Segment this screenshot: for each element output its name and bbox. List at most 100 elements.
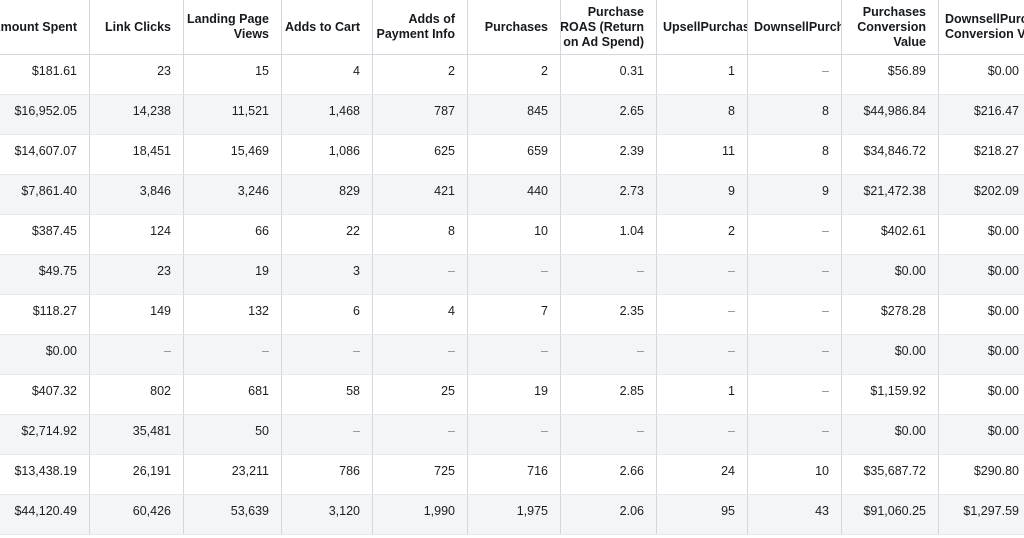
cell-purchase-roas: – [560, 415, 656, 454]
cell-downsell-purchases: 8 [747, 135, 841, 174]
cell-upsell-purchases: – [656, 335, 747, 374]
cell-purchases: 440 [467, 175, 560, 214]
table-row: $0.00– – – – – – – – $0.00 $0.00 [0, 335, 1024, 375]
cell-downsell-conversion-value: $0.00 [938, 55, 1024, 94]
cell-upsell-purchases: 8 [656, 95, 747, 134]
cell-upsell-purchases: 1 [656, 375, 747, 414]
cell-landing-page-views: 50 [183, 415, 281, 454]
cell-landing-page-views: 11,521 [183, 95, 281, 134]
column-header-label: DownsellPurch [754, 19, 841, 34]
cell-link-clicks: 23 [89, 255, 183, 294]
column-header-downsell-purchases[interactable]: DownsellPurch [747, 0, 841, 54]
cell-adds-of-payment-info: 787 [372, 95, 467, 134]
cell-purchase-roas: 2.66 [560, 455, 656, 494]
cell-downsell-purchases: – [747, 255, 841, 294]
column-header-adds-to-cart[interactable]: Adds to Cart [281, 0, 372, 54]
cell-upsell-purchases: 2 [656, 215, 747, 254]
cell-purchases: 1,975 [467, 495, 560, 534]
table-row: $181.61 23 15 4 2 2 0.31 1– $56.89 $0.00 [0, 55, 1024, 95]
cell-upsell-purchases: 1 [656, 55, 747, 94]
cell-adds-to-cart: – [281, 415, 372, 454]
column-header-downsell-conversion-value[interactable]: DownsellPurch Conversion Va [938, 0, 1024, 54]
cell-adds-to-cart: 3,120 [281, 495, 372, 534]
cell-purchases-conversion-value: $56.89 [841, 55, 938, 94]
cell-purchases: 716 [467, 455, 560, 494]
cell-amount-spent: $118.27 [32, 304, 77, 318]
cell-adds-to-cart: 1,468 [281, 95, 372, 134]
cell-purchases: – [467, 415, 560, 454]
cell-purchases: 10 [467, 215, 560, 254]
cell-amount-spent: $44,120.49 [14, 504, 77, 518]
column-header-label: Amount Spent [0, 19, 77, 34]
cell-adds-of-payment-info: – [372, 415, 467, 454]
cell-downsell-conversion-value: $0.00 [938, 375, 1024, 414]
cell-amount-spent: $13,438.19 [14, 464, 77, 478]
cell-adds-of-payment-info: 2 [372, 55, 467, 94]
cell-purchases-conversion-value: $21,472.38 [841, 175, 938, 214]
cell-landing-page-views: 15 [183, 55, 281, 94]
column-header-label: Adds to Cart [285, 19, 360, 34]
table-body: $181.61 23 15 4 2 2 0.31 1– $56.89 $0.00 $16,952.0… [0, 55, 1024, 535]
cell-downsell-conversion-value: $218.27 [938, 135, 1024, 174]
column-header-purchases[interactable]: Purchases [467, 0, 560, 54]
cell-adds-of-payment-info: 1,990 [372, 495, 467, 534]
cell-adds-of-payment-info: 25 [372, 375, 467, 414]
table-row: $13,438.19 26,191 23,211 786 725 716 2.66 24 10 $… [0, 455, 1024, 495]
cell-downsell-purchases: – [747, 335, 841, 374]
cell-adds-to-cart: 1,086 [281, 135, 372, 174]
table-row: $49.75 23 19 3– – – – – $0.00 $0.00 [0, 255, 1024, 295]
cell-downsell-conversion-value: $290.80 [938, 455, 1024, 494]
table-header-row: Amount Spent Link Clicks Landing Page View… [0, 0, 1024, 55]
cell-downsell-conversion-value: $0.00 [938, 295, 1024, 334]
cell-upsell-purchases: 95 [656, 495, 747, 534]
cell-purchases-conversion-value: $0.00 [841, 335, 938, 374]
column-header-label: UpsellPurchas [663, 19, 747, 34]
column-header-label: Link Clicks [105, 19, 171, 34]
column-header-landing-page-views[interactable]: Landing Page Views [183, 0, 281, 54]
cell-downsell-purchases: – [747, 215, 841, 254]
cell-amount-spent: $181.61 [31, 64, 77, 78]
cell-purchase-roas: 1.04 [560, 215, 656, 254]
column-header-upsell-purchases[interactable]: UpsellPurchas [656, 0, 747, 54]
cell-downsell-conversion-value: $0.00 [938, 335, 1024, 374]
cell-amount-spent: $7,861.40 [21, 184, 77, 198]
cell-amount-spent: $49.75 [38, 264, 77, 278]
column-header-adds-of-payment-info[interactable]: Adds of Payment Info [372, 0, 467, 54]
cell-downsell-purchases: 9 [747, 175, 841, 214]
cell-purchase-roas: 2.06 [560, 495, 656, 534]
cell-purchases-conversion-value: $91,060.25 [841, 495, 938, 534]
column-header-purchases-conversion-value[interactable]: Purchases Conversion Value [841, 0, 938, 54]
column-header-purchase-roas[interactable]: Purchase ROAS (Return on Ad Spend) [560, 0, 656, 54]
cell-adds-of-payment-info: 4 [372, 295, 467, 334]
cell-downsell-purchases: – [747, 55, 841, 94]
cell-purchases: – [467, 335, 560, 374]
cell-landing-page-views: 23,211 [183, 455, 281, 494]
column-header-label: Adds of Payment Info [376, 12, 456, 41]
column-header-link-clicks[interactable]: Link Clicks [89, 0, 183, 54]
cell-downsell-purchases: – [747, 295, 841, 334]
cell-downsell-conversion-value: $202.09 [938, 175, 1024, 214]
cell-link-clicks: 26,191 [89, 455, 183, 494]
cell-link-clicks: 124 [89, 215, 183, 254]
cell-link-clicks: – [89, 335, 183, 374]
cell-downsell-purchases: 10 [747, 455, 841, 494]
cell-purchases-conversion-value: $0.00 [841, 255, 938, 294]
table-row: $14,607.07 18,451 15,469 1,086 625 659 2.39 11 8… [0, 135, 1024, 175]
cell-amount-spent: $407.32 [31, 384, 77, 398]
cell-purchases: 659 [467, 135, 560, 174]
cell-adds-to-cart: 3 [281, 255, 372, 294]
cell-purchase-roas: 2.35 [560, 295, 656, 334]
cell-upsell-purchases: 11 [656, 135, 747, 174]
cell-landing-page-views: 53,639 [183, 495, 281, 534]
cell-landing-page-views: 66 [183, 215, 281, 254]
cell-adds-of-payment-info: 625 [372, 135, 467, 174]
cell-purchases: 19 [467, 375, 560, 414]
cell-amount-spent: $387.45 [31, 224, 77, 238]
cell-adds-to-cart: 829 [281, 175, 372, 214]
cell-purchases: 7 [467, 295, 560, 334]
cell-adds-of-payment-info: 725 [372, 455, 467, 494]
column-header-amount-spent[interactable]: Amount Spent [0, 0, 89, 54]
cell-purchases: – [467, 255, 560, 294]
column-header-label: Landing Page Views [187, 12, 269, 41]
